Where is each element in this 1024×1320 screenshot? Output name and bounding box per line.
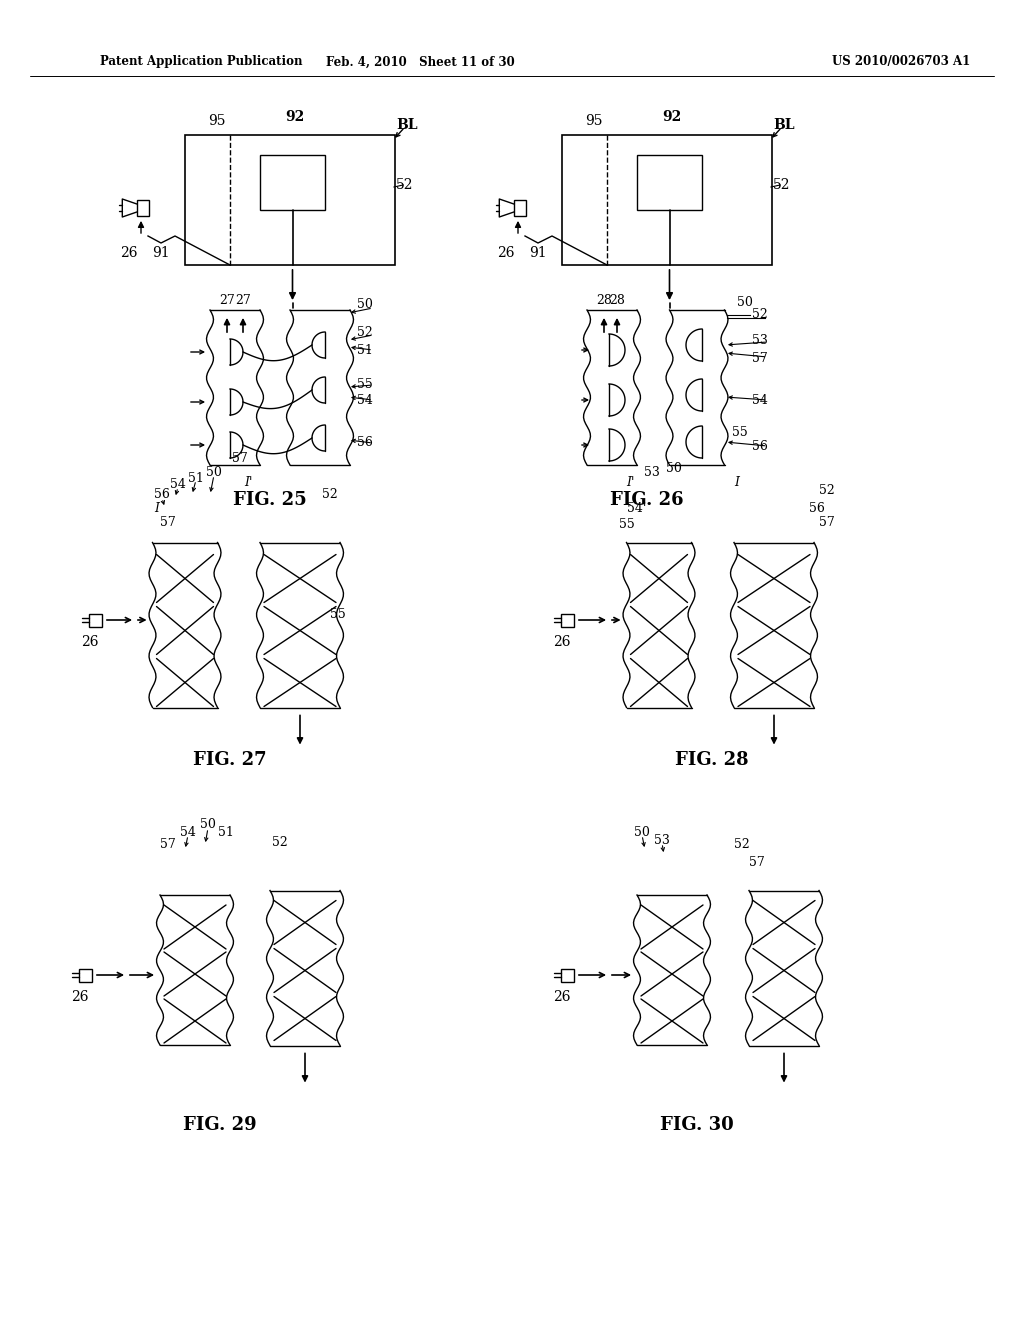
Text: Patent Application Publication: Patent Application Publication [100, 55, 302, 69]
Text: 95: 95 [586, 114, 603, 128]
Text: BL: BL [396, 117, 418, 132]
Bar [79, 969, 91, 982]
Text: 56: 56 [357, 437, 373, 450]
Text: 26: 26 [553, 635, 570, 649]
Text: 55: 55 [357, 379, 373, 392]
Bar [514, 199, 526, 216]
Text: 57: 57 [160, 838, 176, 851]
Text: 50: 50 [634, 825, 650, 838]
Text: 54: 54 [752, 393, 767, 407]
Text: 56: 56 [752, 441, 767, 454]
Text: FIG. 26: FIG. 26 [610, 491, 684, 510]
Text: 54: 54 [170, 479, 186, 491]
Text: 55: 55 [330, 609, 346, 622]
Text: 92: 92 [663, 110, 682, 124]
Text: 50: 50 [357, 298, 373, 312]
Text: I: I [734, 475, 739, 488]
Text: 50: 50 [206, 466, 222, 479]
Text: 52: 52 [357, 326, 373, 339]
Text: Feb. 4, 2010   Sheet 11 of 30: Feb. 4, 2010 Sheet 11 of 30 [326, 55, 514, 69]
Text: US 2010/0026703 A1: US 2010/0026703 A1 [831, 55, 970, 69]
Text: 57: 57 [752, 351, 767, 364]
Text: 56: 56 [809, 502, 825, 515]
Text: 95: 95 [208, 114, 225, 128]
Text: 50: 50 [736, 296, 753, 309]
Text: 52: 52 [396, 178, 414, 191]
Text: 51: 51 [218, 825, 233, 838]
Text: I': I' [244, 475, 252, 488]
Bar [185, 135, 395, 265]
Text: 50: 50 [666, 462, 682, 474]
Text: FIG. 25: FIG. 25 [233, 491, 307, 510]
Text: FIG. 30: FIG. 30 [660, 1115, 734, 1134]
Bar [562, 135, 772, 265]
Text: FIG. 28: FIG. 28 [675, 751, 749, 770]
Text: 28: 28 [596, 293, 612, 306]
Text: 52: 52 [272, 836, 288, 849]
Text: 26: 26 [498, 246, 515, 260]
Text: 55: 55 [731, 425, 748, 438]
Text: BL: BL [773, 117, 795, 132]
Text: I: I [155, 502, 160, 515]
Text: 54': 54' [628, 502, 647, 515]
Text: 55: 55 [620, 519, 635, 532]
Text: 92: 92 [286, 110, 304, 124]
Text: I': I' [626, 475, 634, 488]
Text: 52: 52 [323, 488, 338, 502]
Text: 26: 26 [120, 246, 138, 260]
Text: 91: 91 [529, 246, 547, 260]
Text: 28: 28 [609, 293, 625, 306]
Text: 27: 27 [219, 293, 234, 306]
Text: 52: 52 [734, 838, 750, 851]
Text: 27: 27 [236, 293, 251, 306]
Text: 51: 51 [357, 343, 373, 356]
Text: 53: 53 [654, 833, 670, 846]
Text: 57: 57 [750, 855, 765, 869]
Text: 50: 50 [200, 818, 216, 832]
Text: 26: 26 [81, 635, 98, 649]
Text: 53: 53 [644, 466, 659, 479]
Text: 54: 54 [180, 825, 196, 838]
Text: 57: 57 [819, 516, 835, 528]
Text: 26: 26 [553, 990, 570, 1005]
Text: 53: 53 [752, 334, 767, 346]
Bar [88, 614, 101, 627]
Text: FIG. 29: FIG. 29 [183, 1115, 257, 1134]
Text: 26: 26 [72, 990, 89, 1005]
Bar [560, 614, 573, 627]
Text: 52: 52 [773, 178, 791, 191]
Text: 51: 51 [188, 471, 204, 484]
Text: 52: 52 [819, 483, 835, 496]
Bar [637, 154, 702, 210]
Text: 54: 54 [357, 393, 373, 407]
Text: 91: 91 [153, 246, 170, 260]
Text: 52: 52 [752, 309, 767, 322]
Text: 57: 57 [232, 451, 248, 465]
Text: FIG. 27: FIG. 27 [194, 751, 267, 770]
Bar [560, 969, 573, 982]
Text: 56: 56 [154, 488, 170, 502]
Text: 57: 57 [160, 516, 176, 528]
Bar [136, 199, 150, 216]
Bar [260, 154, 325, 210]
